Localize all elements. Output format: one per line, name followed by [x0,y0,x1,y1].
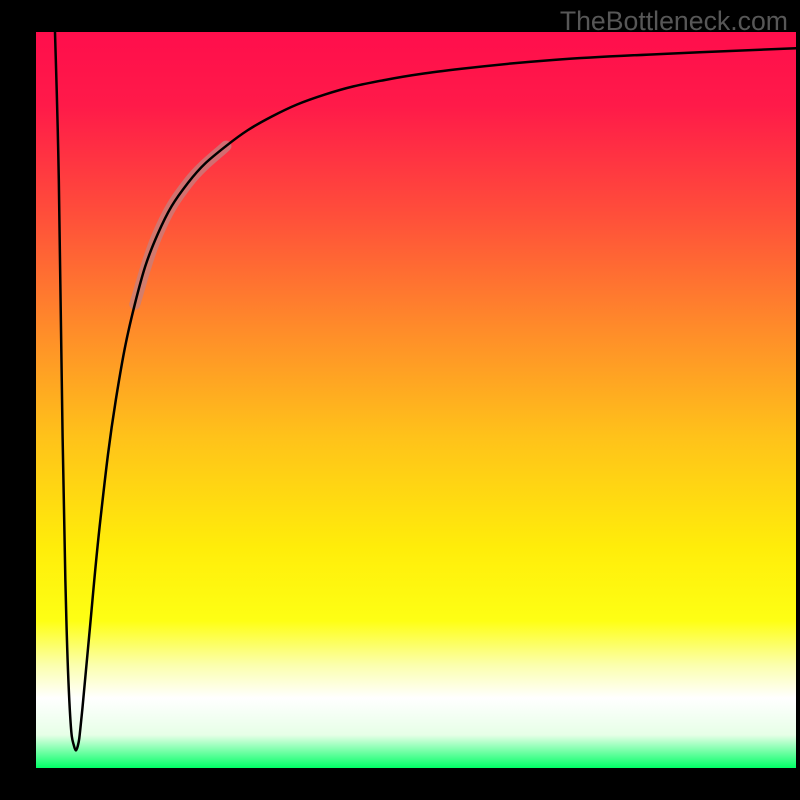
plot-area [36,32,796,768]
plot-svg [36,32,796,768]
source-watermark: TheBottleneck.com [560,6,788,37]
chart-canvas: TheBottleneck.com [0,0,800,800]
gradient-background [36,32,796,768]
